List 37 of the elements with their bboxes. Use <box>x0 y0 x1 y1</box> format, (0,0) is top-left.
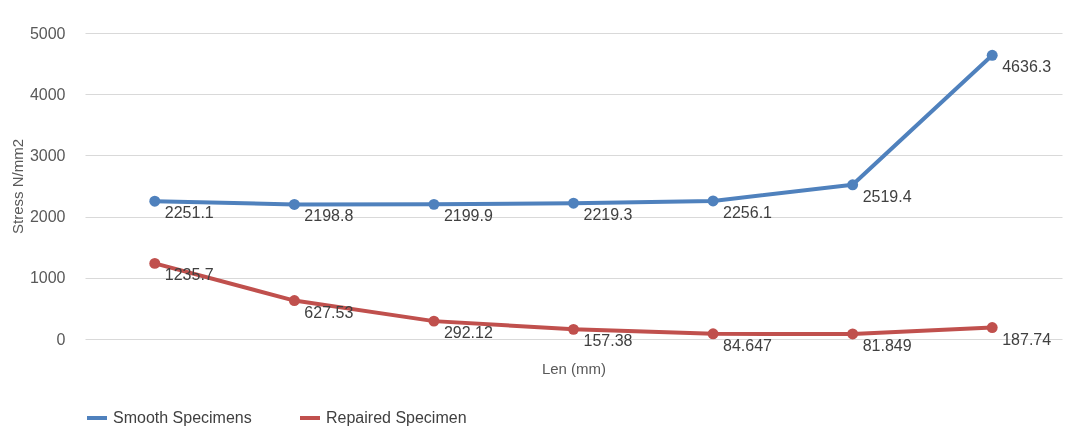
point <box>986 322 998 333</box>
data-label: 2256.1 <box>723 203 773 221</box>
point <box>986 49 998 61</box>
data-label: 2251.1 <box>164 204 214 222</box>
y-tick-label: 0 <box>56 330 66 348</box>
x-axis-title: Len (mm) <box>541 359 607 377</box>
data-label: 187.74 <box>1002 330 1052 348</box>
point <box>149 257 161 269</box>
data-label: 627.53 <box>304 303 354 321</box>
legend-label: Smooth Specimens <box>113 409 252 426</box>
data-label: 2199.9 <box>443 207 493 225</box>
point <box>568 323 579 335</box>
y-axis-title: Stress N/mm2 <box>8 138 26 235</box>
data-label: 81.849 <box>862 336 912 354</box>
point <box>847 328 859 340</box>
legend-label: Repaired Specimen <box>326 409 467 426</box>
point <box>707 195 719 207</box>
y-tick-label: 4000 <box>29 85 66 103</box>
y-tick-label: 1000 <box>29 269 66 287</box>
point <box>568 197 579 209</box>
data-label: 292.12 <box>443 324 493 342</box>
y-tick-label: 2000 <box>29 208 66 226</box>
point <box>428 198 440 210</box>
point <box>707 328 719 340</box>
point <box>288 295 300 307</box>
point <box>149 195 161 207</box>
data-label: 4636.3 <box>1002 58 1052 76</box>
y-tick-label: 5000 <box>29 24 66 42</box>
y-tick-label: 3000 <box>29 146 66 164</box>
point <box>288 198 300 210</box>
point <box>847 179 859 191</box>
data-label: 2519.4 <box>862 187 912 205</box>
data-label: 157.38 <box>583 332 633 350</box>
data-label: 2219.3 <box>583 206 633 224</box>
data-label: 84.647 <box>723 336 773 354</box>
point <box>428 315 440 327</box>
data-label: 2198.8 <box>304 207 354 225</box>
